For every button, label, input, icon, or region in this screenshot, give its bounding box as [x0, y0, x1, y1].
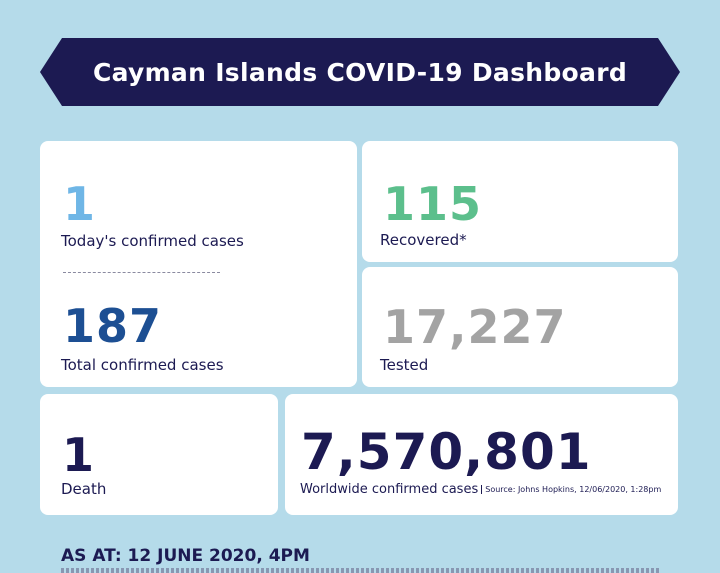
- worldwide-value: 7,570,801: [301, 423, 592, 481]
- worldwide-source: Source: Johns Hopkins, 12/06/2020, 1:28p…: [481, 485, 661, 494]
- total-confirmed-label: Total confirmed cases: [61, 356, 224, 374]
- worldwide-card: 7,570,801 Worldwide confirmed cases Sour…: [285, 394, 678, 515]
- tested-value: 17,227: [383, 300, 567, 354]
- divider: [63, 272, 220, 273]
- tested-label: Tested: [380, 356, 429, 374]
- recovered-label: Recovered*: [380, 231, 467, 249]
- worldwide-label: Worldwide confirmed cases: [300, 482, 479, 497]
- dashboard-title: Cayman Islands COVID-19 Dashboard: [92, 57, 628, 87]
- as-at-timestamp: AS AT: 12 JUNE 2020, 4PM: [61, 546, 310, 566]
- death-label: Death: [61, 480, 107, 498]
- today-confirmed-label: Today's confirmed cases: [61, 232, 244, 250]
- fine-print: [61, 568, 661, 573]
- dashboard-banner: Cayman Islands COVID-19 Dashboard: [40, 38, 680, 106]
- death-value: 1: [62, 428, 96, 482]
- worldwide-label-row: Worldwide confirmed cases Source: Johns …: [300, 482, 661, 497]
- today-confirmed-value: 1: [63, 177, 97, 231]
- confirmed-cases-card: 1 Today's confirmed cases 187 Total conf…: [40, 141, 357, 387]
- death-card: 1 Death: [40, 394, 278, 515]
- recovered-value: 115: [383, 177, 483, 231]
- recovered-card: 115 Recovered*: [362, 141, 678, 262]
- tested-card: 17,227 Tested: [362, 267, 678, 387]
- total-confirmed-value: 187: [63, 299, 163, 353]
